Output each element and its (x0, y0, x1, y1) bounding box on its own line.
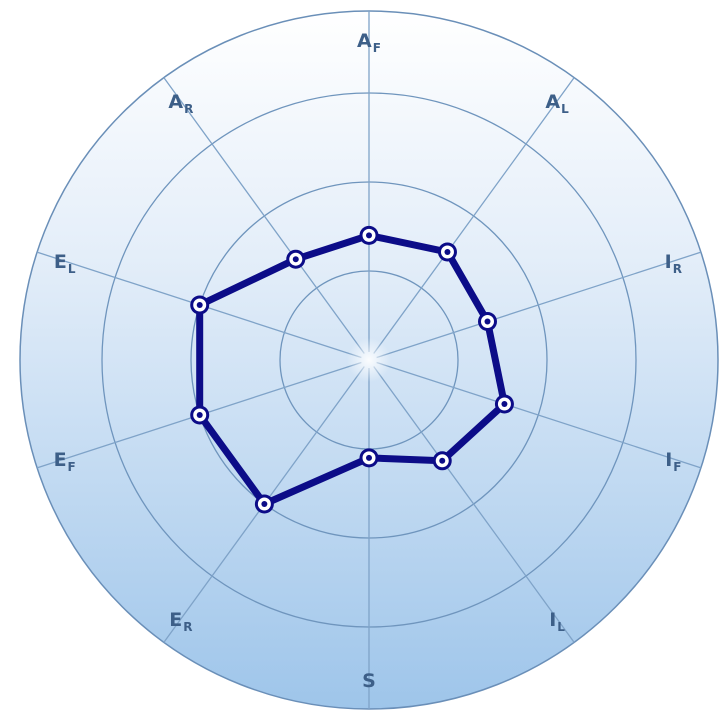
axis-label-2: IR (665, 251, 682, 276)
spoke-9 (163, 77, 365, 354)
axis-label-1: AL (545, 91, 569, 116)
data-point-8 (190, 295, 210, 315)
axis-label-3: IF (665, 449, 681, 474)
data-point-6 (254, 494, 274, 514)
data-point-5 (359, 448, 379, 468)
data-point-7 (190, 405, 210, 425)
data-point-0 (359, 225, 379, 245)
center-hub (347, 338, 391, 382)
data-point-2 (478, 311, 498, 331)
axis-label-0: AF (357, 30, 381, 55)
axis-label-5: S (362, 670, 376, 692)
axis-label-6: ER (169, 609, 192, 634)
spoke-4 (373, 366, 575, 643)
series (190, 225, 514, 514)
data-point-3 (494, 394, 514, 414)
axis-labels: AF AL IR IF IL S ER EF EL AR (54, 30, 682, 692)
axis-label-8: EL (54, 251, 76, 276)
axis-label-7: EF (54, 449, 76, 474)
spoke-2 (376, 251, 702, 359)
spoke-1 (373, 77, 575, 354)
data-point-4 (432, 451, 452, 471)
spoke-3 (376, 361, 702, 469)
axis-label-4: IL (549, 609, 565, 634)
data-point-1 (437, 242, 457, 262)
data-point-9 (286, 249, 306, 269)
axis-label-9: AR (168, 91, 193, 116)
